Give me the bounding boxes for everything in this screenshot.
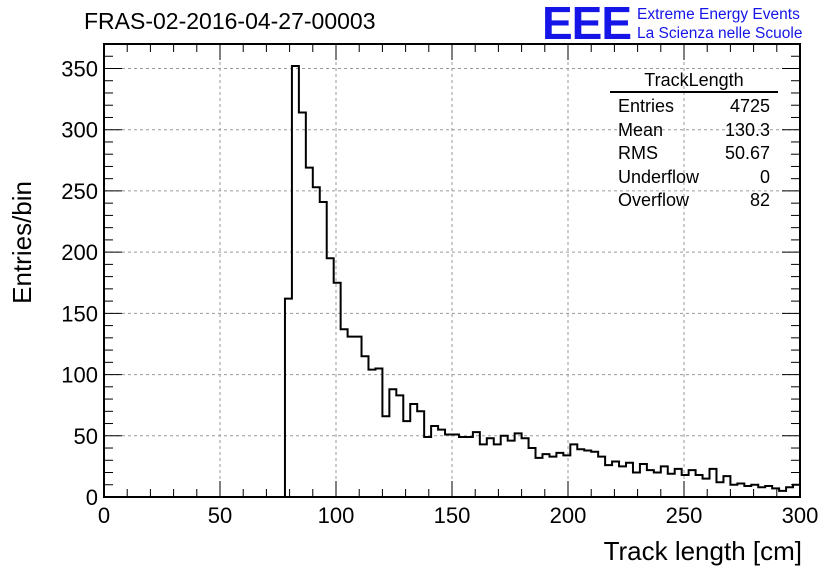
stats-value: 50.67 — [724, 143, 770, 163]
tick-labels: 0 50 100 150 200 250 300 0 50 100 150 200 250 300 350 — [61, 56, 818, 528]
histogram-series-line — [283, 65, 800, 497]
eee-logo: EEE — [542, 0, 632, 49]
axis-ticks — [103, 43, 801, 498]
y-tick-label: 50 — [74, 424, 98, 449]
stats-row: Mean 130.3 — [610, 119, 778, 143]
stats-label: Entries — [618, 96, 675, 116]
y-tick-label: 350 — [61, 56, 98, 81]
stats-row: Entries 4725 — [610, 95, 778, 119]
stats-row: RMS 50.67 — [610, 142, 778, 166]
y-tick-label: 250 — [61, 179, 98, 204]
y-tick-label: 100 — [61, 363, 98, 388]
stats-row: Overflow 82 — [610, 189, 778, 213]
y-tick-label: 150 — [61, 301, 98, 326]
x-tick-label: 300 — [782, 503, 819, 528]
x-tick-label: 150 — [434, 503, 471, 528]
chart-title: FRAS-02-2016-04-27-00003 — [84, 8, 376, 34]
plot-frame — [103, 43, 801, 498]
stats-box-title: TrackLength — [610, 70, 778, 93]
stats-value: 4725 — [729, 96, 770, 116]
x-tick-label: 250 — [666, 503, 703, 528]
stats-label: Underflow — [618, 166, 700, 187]
logo-line-2: La Scienza nelle Scuole — [637, 25, 803, 42]
x-tick-label: 200 — [550, 503, 587, 528]
stats-box: TrackLength Entries 4725 Mean 130.3 RMS … — [610, 70, 778, 213]
stats-value: 0 — [759, 166, 770, 187]
stats-label: Overflow — [618, 190, 690, 210]
stats-value: 130.3 — [724, 119, 770, 140]
y-tick-label: 0 — [86, 485, 98, 510]
x-tick-label: 100 — [318, 503, 355, 528]
x-tick-label: 0 — [98, 503, 110, 528]
stats-value: 82 — [749, 190, 770, 210]
grid-lines — [104, 44, 800, 497]
stats-row: Underflow 0 — [610, 166, 778, 190]
stats-label: RMS — [618, 143, 658, 163]
y-tick-label: 200 — [61, 240, 98, 265]
stats-label: Mean — [618, 119, 664, 140]
x-axis-label: Track length [cm] — [604, 536, 802, 566]
y-axis-label: Entries/bin — [7, 181, 37, 304]
x-tick-label: 50 — [208, 503, 232, 528]
logo-line-1: Extreme Energy Events — [637, 6, 800, 23]
y-tick-label: 300 — [61, 118, 98, 143]
